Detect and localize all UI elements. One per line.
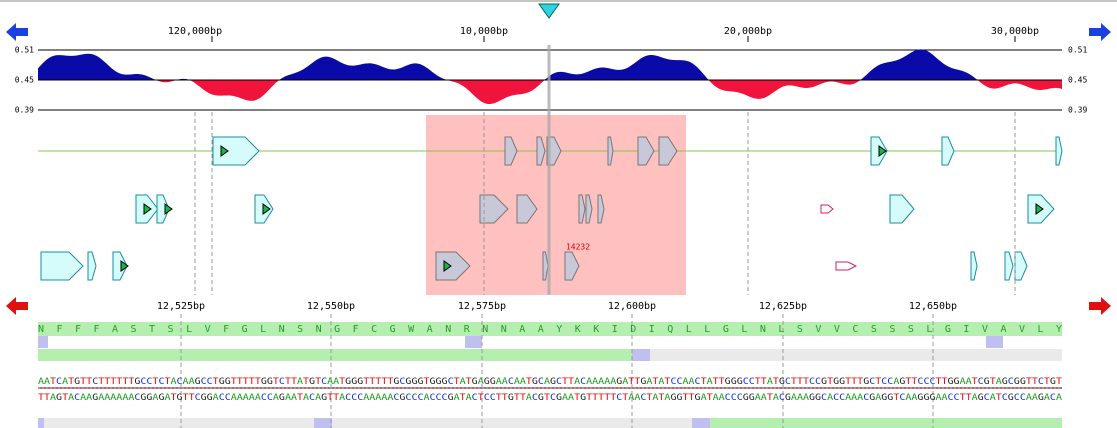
gc-left-label: 0.51 <box>15 46 34 55</box>
gc-left-label: 0.45 <box>15 76 34 85</box>
gene <box>212 136 260 166</box>
gene <box>435 251 471 281</box>
amino-acid-bar <box>38 322 1062 336</box>
gene <box>479 194 509 224</box>
reverse-strand: TTAGTACAAGAAAAAACGGAGATGTTCGGACCAAAAACCA… <box>38 393 1063 403</box>
gc-right-label: 0.39 <box>1068 106 1087 115</box>
gene <box>564 251 580 281</box>
gene-feature <box>262 203 271 215</box>
gene-feature <box>443 260 452 272</box>
gc-left-label: 0.39 <box>15 106 34 115</box>
scroll-left-arrow[interactable] <box>6 23 28 41</box>
bottom-axis-label: 12,600bp <box>608 301 656 312</box>
gc-right-label: 0.45 <box>1068 76 1087 85</box>
scroll-left-arrow-red[interactable] <box>6 297 28 315</box>
gene <box>597 194 605 224</box>
gc-low <box>38 80 1062 104</box>
bottom-axis-label: 12,650bp <box>909 301 957 312</box>
top-axis-label: 10,000bp <box>460 26 508 37</box>
frame-mark <box>986 336 1003 348</box>
gene <box>889 194 915 224</box>
gene <box>658 136 678 166</box>
bottom-axis-label: 12,525bp <box>157 301 205 312</box>
gene <box>637 136 655 166</box>
gene <box>607 136 614 166</box>
frame-mark <box>465 336 482 348</box>
top-axis-label: 20,000bp <box>724 26 772 37</box>
bottom-axis-label: 12,625bp <box>759 301 807 312</box>
gene-feature <box>143 203 152 215</box>
frame-mark <box>314 418 332 428</box>
gene <box>542 251 549 281</box>
position-marker[interactable] <box>538 3 560 19</box>
frame-mark <box>632 349 650 361</box>
reverse-frame-bar <box>38 418 1062 428</box>
pseudo-gene <box>835 261 858 271</box>
gene <box>536 136 546 166</box>
gene <box>40 251 84 281</box>
frame-bar <box>38 349 632 361</box>
gene <box>112 251 128 281</box>
gene-annotation: 14232 <box>566 243 590 252</box>
gene <box>1055 136 1063 166</box>
gene-feature <box>220 145 229 157</box>
pseudo-gene <box>820 204 834 214</box>
gene <box>941 136 955 166</box>
gc-high <box>38 49 1062 80</box>
gene <box>585 194 593 224</box>
forward-strand: AATCATGTTCTTTTTTGCCTCTACAAGCCTGGTTTTTGGT… <box>38 377 1063 387</box>
gene-feature <box>1035 203 1044 215</box>
scroll-right-arrow-red[interactable] <box>1089 297 1111 315</box>
bottom-axis-label: 12,575bp <box>458 301 506 312</box>
gene <box>87 251 97 281</box>
gene <box>504 136 518 166</box>
top-axis-label: 120,000bp <box>168 26 222 37</box>
gene-feature <box>120 260 129 272</box>
gene-feature <box>164 203 173 215</box>
frame-mark <box>692 418 710 428</box>
gene <box>1014 251 1028 281</box>
gene <box>156 194 170 224</box>
bottom-axis-label: 12,550bp <box>307 301 355 312</box>
gene <box>970 251 978 281</box>
gc-right-label: 0.51 <box>1068 46 1087 55</box>
frame-mark <box>38 418 44 428</box>
frame-bar <box>710 418 1062 428</box>
frame-bar <box>650 349 1062 361</box>
gene-feature <box>878 145 887 157</box>
gene <box>578 194 586 224</box>
frame-mark <box>38 336 48 348</box>
gene <box>1004 251 1014 281</box>
scroll-right-arrow[interactable] <box>1089 23 1111 41</box>
gene <box>516 194 538 224</box>
gene-tracks <box>38 136 1063 281</box>
top-axis-label: 30,000bp <box>991 26 1039 37</box>
